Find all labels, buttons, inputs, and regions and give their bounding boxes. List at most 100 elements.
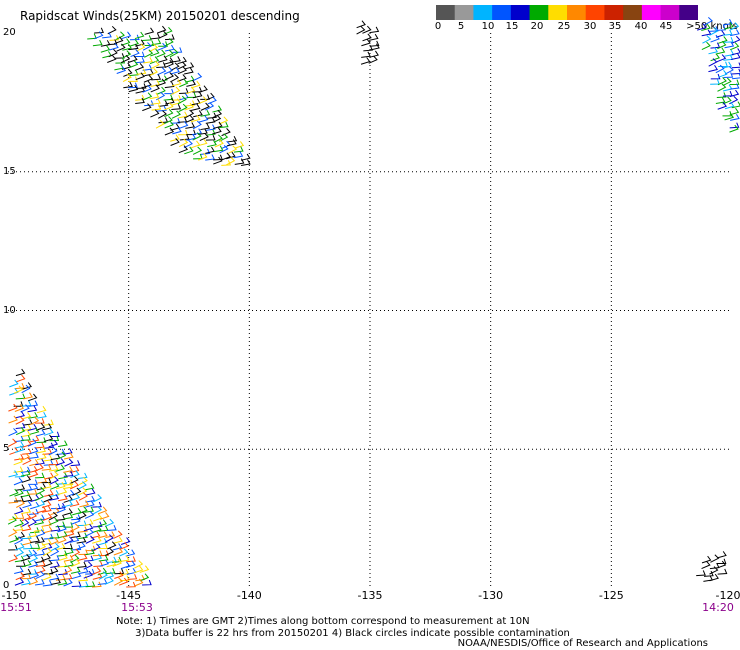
wind-barb xyxy=(35,486,46,496)
wind-barb xyxy=(36,505,47,514)
wind-barb xyxy=(163,94,174,101)
wind-barb xyxy=(15,383,25,390)
wind-barb xyxy=(70,460,81,467)
wind-barb xyxy=(64,526,75,533)
wind-barb xyxy=(190,103,201,112)
wind-barb xyxy=(56,451,67,460)
wind-barb xyxy=(41,553,51,562)
wind-barb xyxy=(156,86,166,95)
wind-barb xyxy=(15,393,26,400)
wind-barb xyxy=(77,481,87,490)
wind-barb xyxy=(9,447,19,455)
wind-barb xyxy=(134,560,144,569)
wind-barb xyxy=(113,547,124,556)
wind-barb xyxy=(63,512,74,520)
wind-barb xyxy=(22,382,32,390)
wind-barb xyxy=(192,132,202,141)
wind-barb xyxy=(35,458,45,466)
wind-barb xyxy=(118,577,129,586)
wind-barb xyxy=(98,531,108,539)
wind-barb xyxy=(69,481,80,490)
wind-barb xyxy=(50,525,61,532)
wind-barb xyxy=(20,466,31,473)
wind-barb xyxy=(78,506,88,515)
wind-barb xyxy=(104,576,114,585)
wind-barb xyxy=(28,577,39,586)
wind-barb xyxy=(22,495,33,503)
wind-barb xyxy=(717,77,727,86)
wind-barb xyxy=(122,50,132,59)
wind-barb xyxy=(34,525,45,532)
wind-barb xyxy=(14,566,24,574)
wind-barb xyxy=(85,488,96,496)
wind-barb xyxy=(69,466,80,474)
colorbar-label: 15 xyxy=(505,21,519,32)
colorbar-swatch xyxy=(623,5,643,20)
wind-barb xyxy=(119,541,129,550)
wind-barb xyxy=(62,566,73,575)
wind-barb xyxy=(28,400,39,407)
wind-barb xyxy=(723,37,734,43)
wind-barb xyxy=(142,103,152,112)
wind-barb xyxy=(94,31,104,40)
wind-barb xyxy=(185,100,196,107)
wind-barb xyxy=(177,56,187,65)
wind-barb xyxy=(120,561,131,570)
wind-barb xyxy=(14,577,25,586)
wind-barb xyxy=(41,538,52,546)
wind-barb xyxy=(49,555,60,562)
wind-barb xyxy=(43,568,54,575)
wind-barb xyxy=(107,556,117,564)
longitude-label: -120 xyxy=(715,589,740,602)
wind-barb xyxy=(156,25,167,34)
wind-barb xyxy=(708,47,719,55)
wind-barb xyxy=(186,133,197,141)
wind-barb xyxy=(104,571,115,580)
colorbar-swatch xyxy=(492,5,512,20)
wind-barb xyxy=(106,559,117,568)
wind-barb xyxy=(228,145,238,154)
wind-barb xyxy=(7,516,17,525)
wind-barb xyxy=(151,74,162,81)
wind-barb xyxy=(184,146,194,155)
wind-barb xyxy=(709,566,719,575)
wind-barb xyxy=(107,55,117,63)
wind-barb xyxy=(48,439,59,448)
wind-barb xyxy=(128,60,139,69)
wind-barb xyxy=(70,554,80,563)
wind-barb xyxy=(149,56,160,65)
wind-barb xyxy=(78,549,89,555)
wind-barb xyxy=(128,70,139,77)
wind-barb xyxy=(715,97,726,105)
wind-barb xyxy=(15,416,25,425)
wind-barb xyxy=(41,477,52,484)
wind-barb xyxy=(164,59,174,68)
wind-barb xyxy=(113,577,124,586)
wind-barb xyxy=(361,51,371,58)
wind-barb xyxy=(99,550,110,557)
wind-barb xyxy=(14,536,24,545)
wind-barb xyxy=(70,493,81,502)
wind-barb xyxy=(63,500,73,508)
wind-barb xyxy=(62,573,73,580)
wind-barb xyxy=(716,558,727,565)
wind-barb xyxy=(190,140,201,149)
wind-barb xyxy=(22,500,32,509)
wind-barb xyxy=(84,506,94,513)
wind-barb xyxy=(191,80,201,89)
wind-barb xyxy=(718,61,728,67)
wind-barb xyxy=(722,18,733,26)
wind-barb xyxy=(701,23,711,31)
wind-barb xyxy=(150,84,160,93)
wind-barb xyxy=(179,88,189,95)
wind-barb xyxy=(709,573,719,582)
wind-barb xyxy=(57,487,68,496)
wind-map-plot xyxy=(7,17,740,588)
wind-barb xyxy=(55,482,66,490)
wind-barb xyxy=(43,559,53,568)
wind-barb xyxy=(21,400,32,407)
wind-barb xyxy=(192,146,203,155)
wind-barb xyxy=(207,112,217,119)
wind-barb xyxy=(71,516,81,525)
wind-barb xyxy=(21,578,31,586)
